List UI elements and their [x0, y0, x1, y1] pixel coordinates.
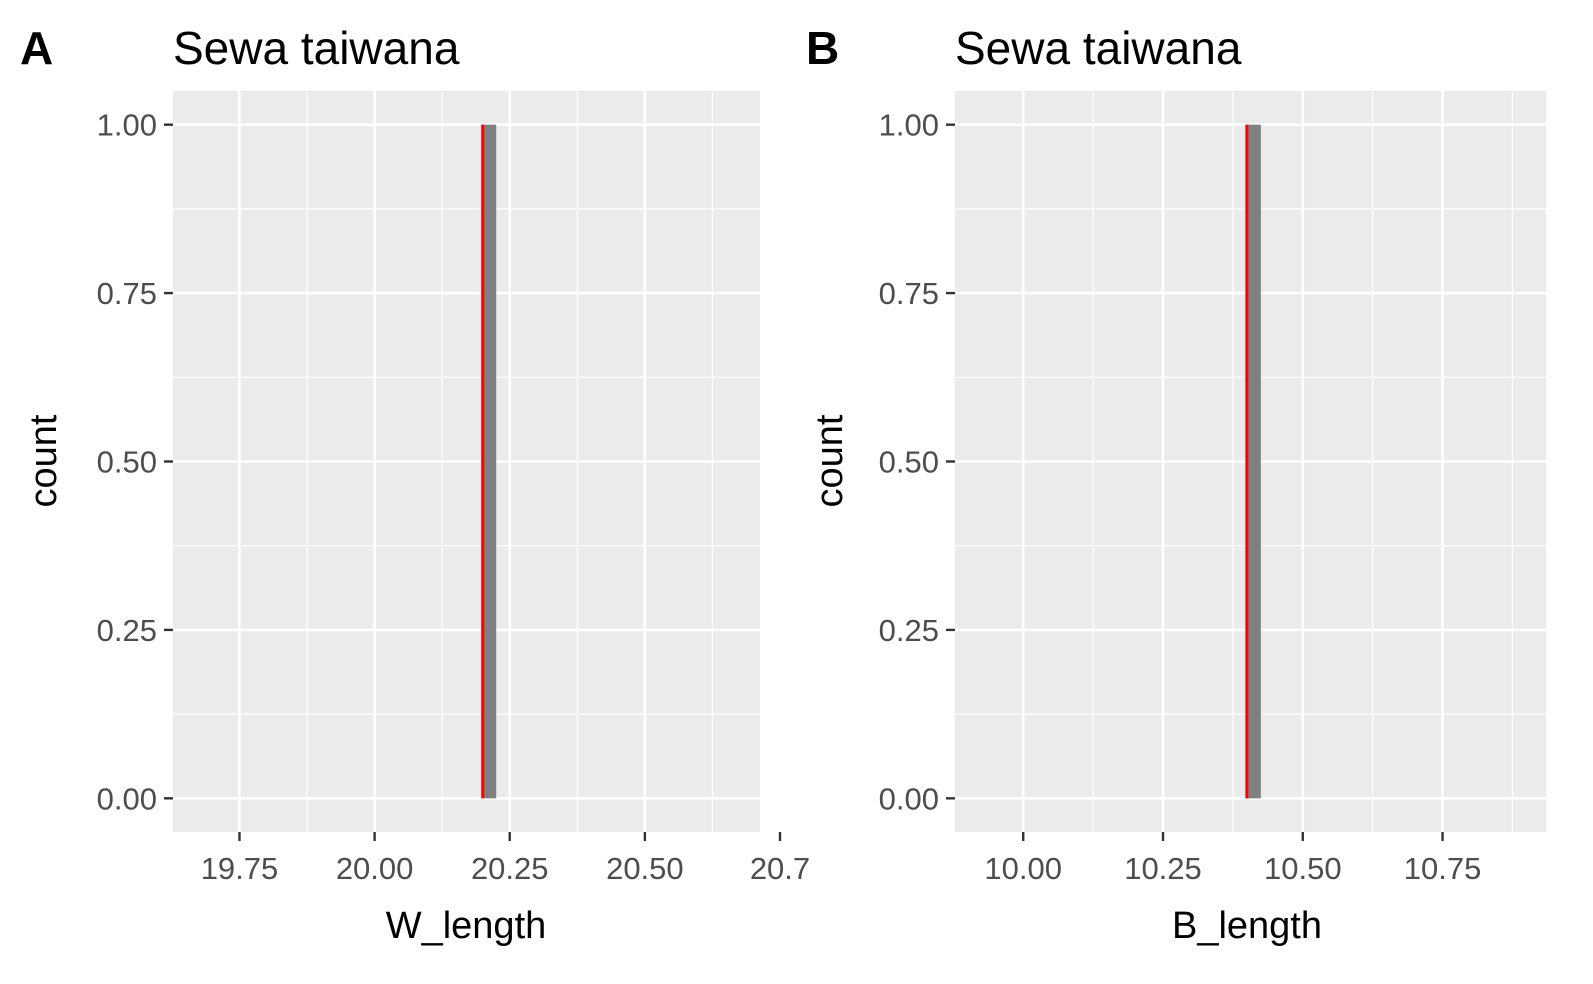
y-tick-label-b: 1.00 [879, 108, 939, 143]
plot-area-a: 0.00 0.25 0.50 0.75 1.00 19.75 20.00 20.25 20.50… [97, 91, 810, 886]
x-tick-label-a: 20.7 [750, 851, 810, 886]
y-tick-label-a: 0.25 [97, 613, 157, 648]
panel-b: B Sewa taiwana 0.00 0.25 0.50 0.75 1.00 10.00… [806, 22, 1546, 947]
x-tick-label-b: 10.75 [1404, 851, 1482, 886]
y-tick-label-a: 1.00 [97, 108, 157, 143]
panel-label-b: B [806, 22, 839, 74]
plot-area-b: 0.00 0.25 0.50 0.75 1.00 10.00 10.25 10.50 10.75 [879, 91, 1546, 886]
x-axis-title-b: B_length [1172, 905, 1322, 947]
x-tick-label-a: 20.25 [471, 851, 549, 886]
x-tick-label-b: 10.00 [984, 851, 1062, 886]
y-tick-label-b: 0.25 [879, 613, 939, 648]
y-tick-label-a: 0.75 [97, 276, 157, 311]
panel-a: A Sewa taiwana 0.00 0.25 0.50 0.75 1.00 19.75… [20, 22, 810, 947]
x-tick-label-b: 10.25 [1124, 851, 1202, 886]
y-tick-label-b: 0.00 [879, 781, 939, 816]
panel-title-b: Sewa taiwana [955, 22, 1242, 74]
panel-label-a: A [20, 22, 53, 74]
x-tick-label-a: 20.50 [606, 851, 684, 886]
y-tick-label-b: 0.75 [879, 276, 939, 311]
histogram-bar-b [1246, 124, 1261, 799]
y-axis-title-b: count [809, 414, 851, 507]
y-axis-title-a: count [23, 414, 65, 507]
histogram-bar-a [482, 124, 497, 799]
panel-title-a: Sewa taiwana [173, 22, 460, 74]
y-tick-label-a: 0.00 [97, 781, 157, 816]
y-tick-label-a: 0.50 [97, 445, 157, 480]
x-axis-title-a: W_length [386, 905, 547, 947]
x-tick-label-a: 19.75 [201, 851, 279, 886]
x-tick-label-a: 20.00 [336, 851, 414, 886]
x-tick-label-b: 10.50 [1264, 851, 1342, 886]
y-tick-label-b: 0.50 [879, 445, 939, 480]
